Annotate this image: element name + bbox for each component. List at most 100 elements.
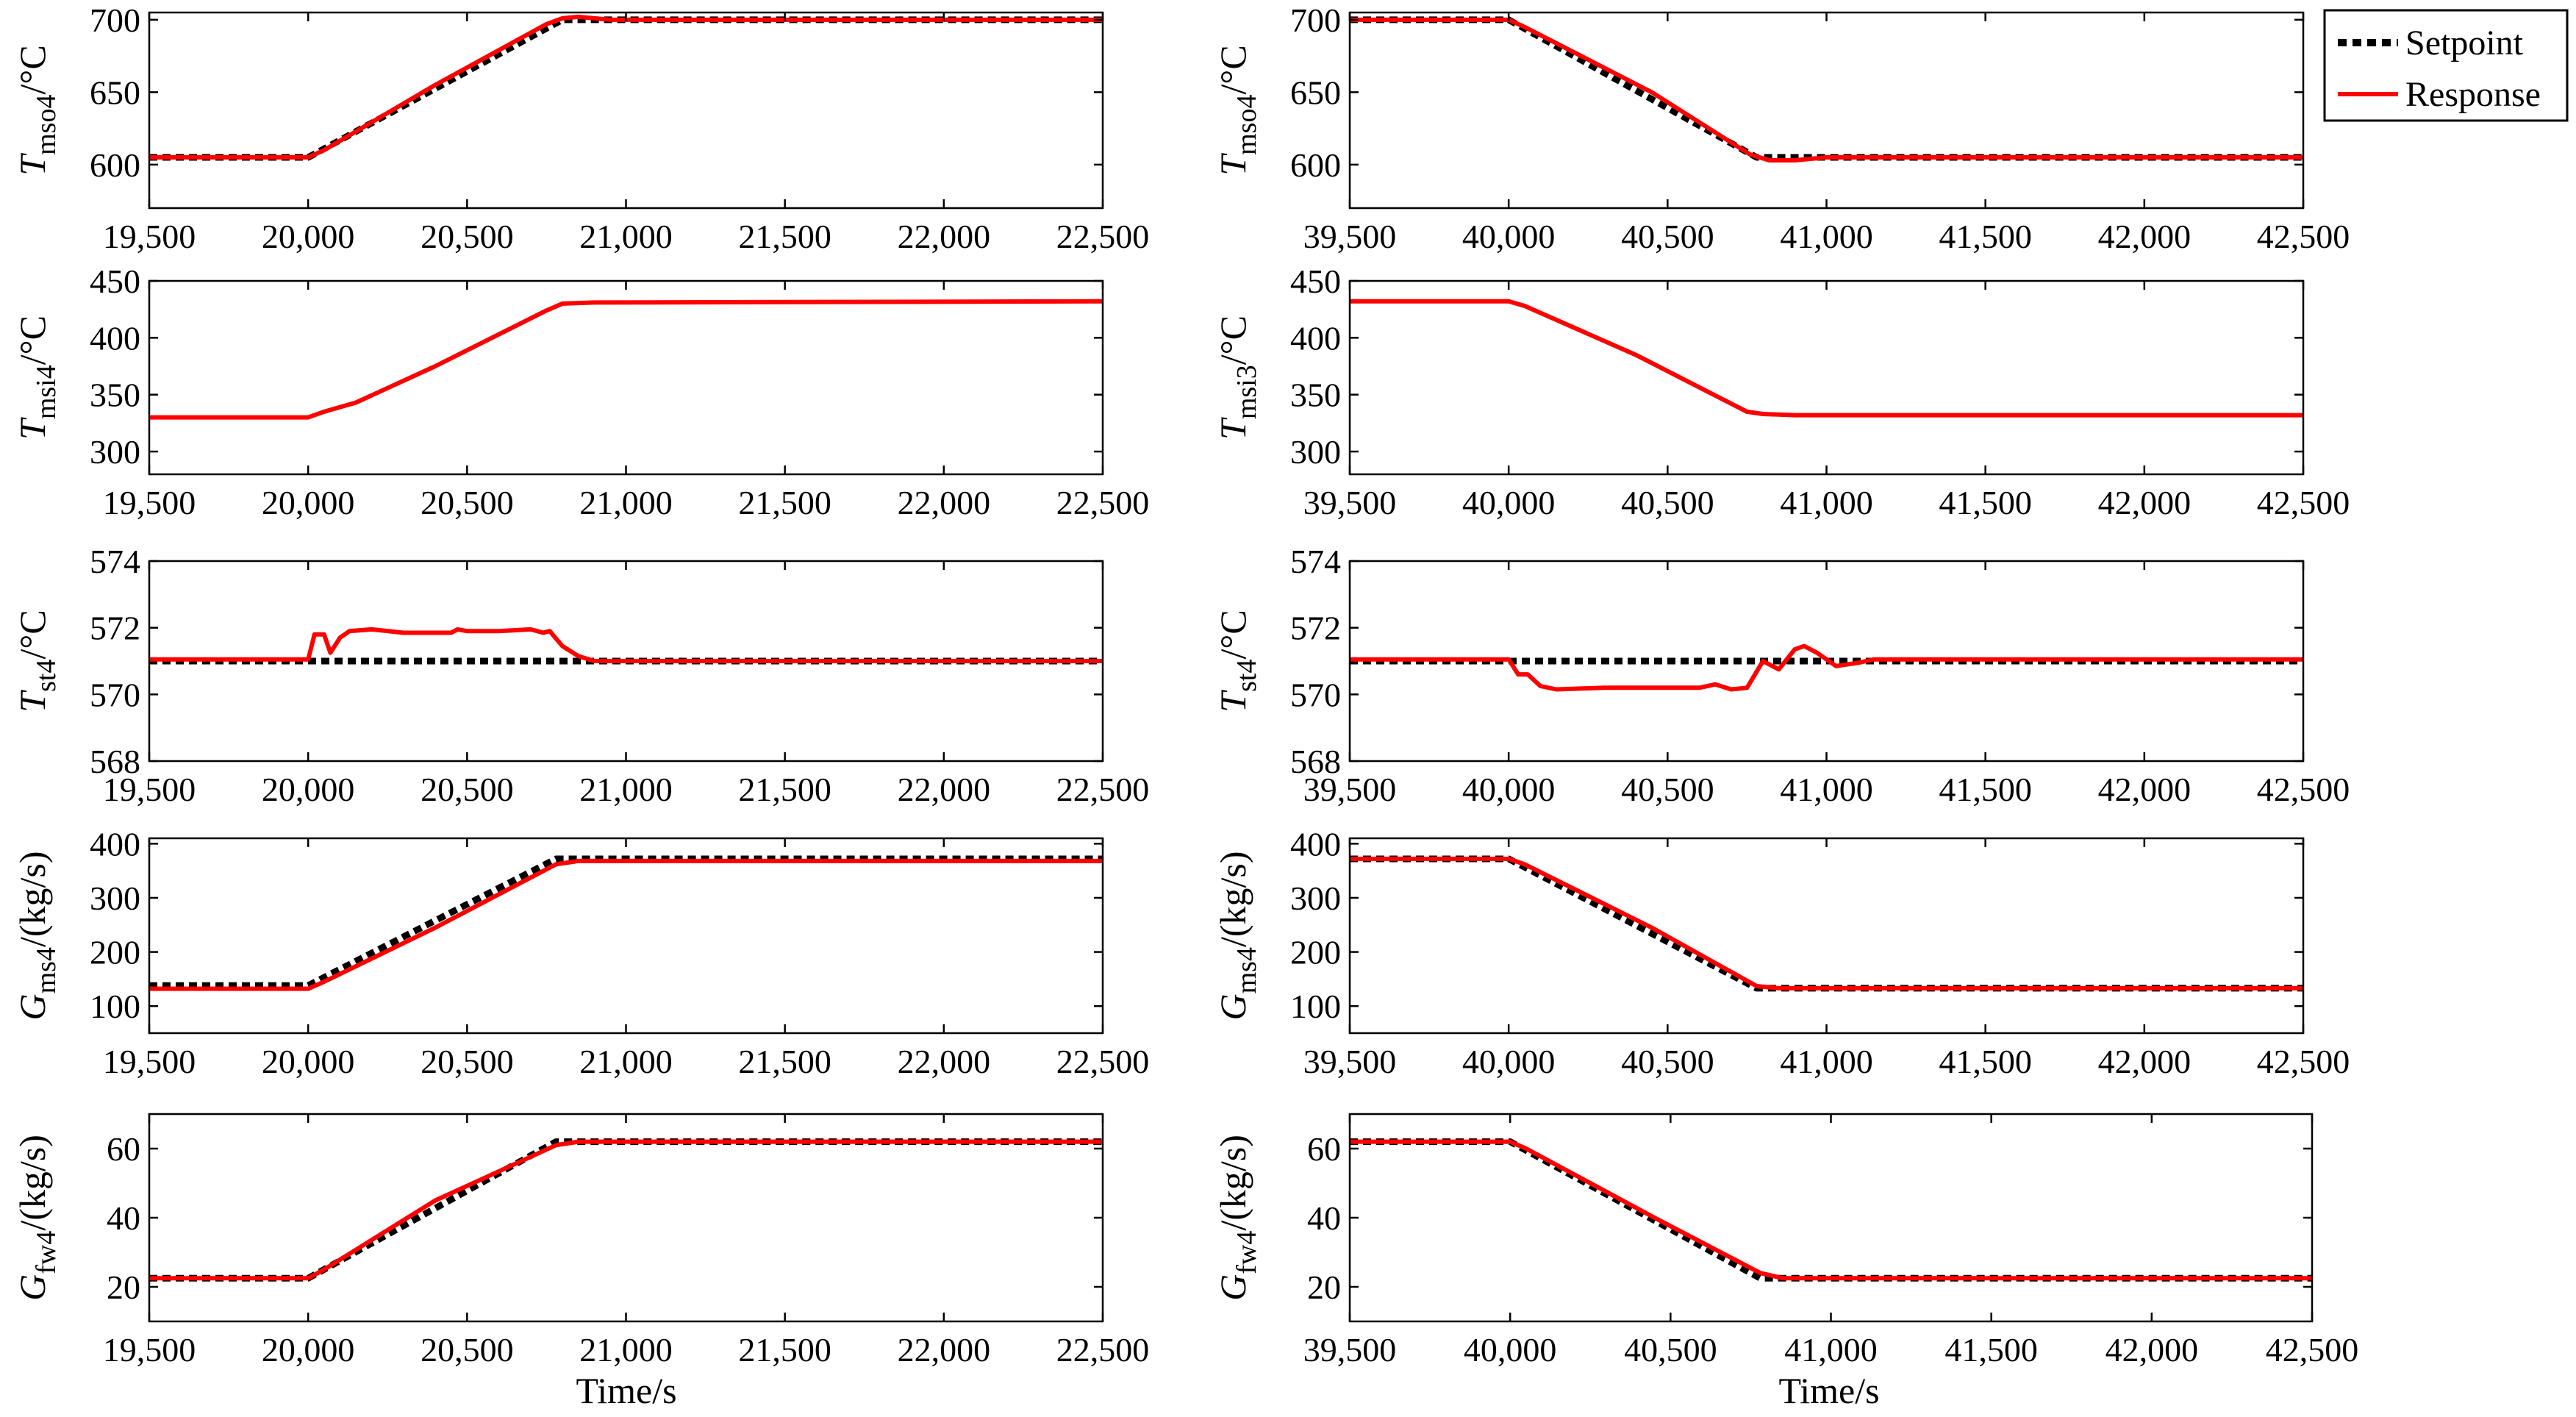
y-tick-label: 200 [90,934,140,971]
y-tick-label: 450 [90,263,140,300]
setpoint-line-gms4-up [149,855,1103,989]
panel-tst4-down: 39,500 40,000 40,500 41,000 41,500 42,000 42,5… [1212,543,2350,808]
x-tick-label: 20,500 [421,484,514,521]
x-tick-label: 20,500 [421,1331,514,1368]
y-tick-label: 570 [90,676,140,713]
y-tick-label: 574 [1290,543,1341,580]
x-tick-label: 21,000 [579,1043,673,1080]
y-tick-label: 700 [90,1,140,39]
panel-tmso4-up: 19,500 20,000 20,500 21,000 21,500 22,000 22,5… [12,1,1149,255]
y-tick-label: 572 [90,610,140,647]
axes-box-gms4-down [1348,837,2305,1035]
y-tick-label: 568 [90,743,140,780]
y-tick-label: 600 [90,146,140,184]
x-tick-label: 41,500 [1939,484,2032,521]
y-label-subscript: mso4 [1231,95,1262,155]
y-axis-label-tst4-up: Tst4/°C [12,610,62,712]
y-tick-label: 350 [1290,376,1341,414]
x-tick-label: 42,500 [2257,484,2350,521]
axes-box-tmso4-up [148,11,1104,210]
x-tick-label: 39,500 [1303,218,1397,255]
x-tick-label: 40,000 [1464,1331,1557,1368]
panel-tmsi3: 39,500 40,000 40,500 41,000 41,500 42,000 42,5… [1212,263,2350,521]
y-label-subscript: ms4 [1231,947,1262,993]
y-tick-label: 20 [1307,1268,1341,1306]
y-tick-label: 300 [90,879,140,917]
x-tick-label: 22,000 [898,218,991,255]
y-label-unit: /(kg/s) [1212,1135,1253,1231]
y-tick-label: 200 [1290,934,1341,971]
y-tick-label: 570 [1290,676,1341,713]
x-tick-label: 39,500 [1303,484,1397,521]
x-tick-label: 20,000 [262,1331,355,1368]
x-tick-label: 22,500 [1056,218,1150,255]
x-tick-label: 22,500 [1056,1331,1150,1368]
y-label-subscript: ms4 [31,947,62,993]
x-tick-label: 42,000 [2105,1331,2199,1368]
x-tick-label: 41,500 [1939,1043,2032,1080]
y-label-symbol: G [1212,1274,1253,1301]
x-tick-label: 21,500 [738,1331,831,1368]
x-tick-label: 40,000 [1462,484,1556,521]
y-tick-label: 572 [1290,610,1341,647]
axes-box-gfw4-down [1348,1113,2314,1323]
x-axis-label-left: Time/s [576,1370,676,1411]
x-tick-label: 40,500 [1621,218,1714,255]
x-tick-label: 19,500 [103,1331,196,1368]
x-axis-label-right: Time/s [1778,1370,1879,1411]
x-tick-label: 40,000 [1462,1043,1556,1080]
y-tick-label: 574 [90,543,140,580]
x-tick-label: 21,000 [579,218,673,255]
x-tick-label: 19,500 [103,1043,196,1080]
y-axis-label-tmsi4: Tmsi4/°C [12,315,62,440]
y-tick-label: 350 [90,376,140,414]
x-tick-label: 21,000 [579,771,673,808]
y-tick-label: 600 [1290,146,1341,184]
x-tick-label: 21,500 [738,1043,831,1080]
y-axis-label-gfw4-down: Gfw4/(kg/s) [1212,1135,1262,1301]
x-tick-label: 41,500 [1939,771,2032,808]
response-line-tmso4-down [1350,17,2303,163]
y-tick-label: 568 [1290,743,1341,780]
y-tick-label: 650 [90,74,140,111]
y-label-unit: /°C [1212,610,1253,659]
response-line-gfw4-up [149,1139,1103,1281]
x-tick-label: 22,000 [898,1331,991,1368]
x-tick-label: 22,500 [1056,484,1150,521]
response-line-tst4-up [149,627,1103,663]
y-label-symbol: T [1212,690,1253,713]
x-tick-label: 42,000 [2098,218,2192,255]
x-tick-label: 22,500 [1056,1043,1150,1080]
x-tick-label: 40,000 [1462,218,1556,255]
x-tick-label: 40,500 [1621,771,1714,808]
y-tick-label: 40 [1307,1199,1341,1237]
y-axis-label-tmso4-up: Tmso4/°C [12,45,62,175]
x-tick-label: 41,000 [1780,1043,1873,1080]
panel-tst4-up: 19,500 20,000 20,500 21,000 21,500 22,000 22,5… [12,543,1149,808]
x-tick-label: 40,500 [1624,1331,1717,1368]
y-label-subscript: fw4 [1231,1231,1262,1274]
x-tick-label: 42,500 [2257,771,2350,808]
setpoint-line-gfw4-down [1350,1138,2312,1282]
x-tick-label: 21,500 [738,484,831,521]
y-tick-label: 400 [90,825,140,863]
y-label-unit: /(kg/s) [12,1135,53,1231]
x-tick-label: 42,000 [2098,771,2192,808]
y-tick-label: 40 [107,1199,140,1237]
y-label-symbol: G [12,993,53,1020]
x-tick-label: 41,000 [1780,484,1873,521]
response-line-tmsi4 [149,299,1103,420]
axes-box-tmsi4 [148,279,1104,476]
y-label-unit: /°C [12,315,53,365]
y-label-symbol: G [1212,993,1253,1020]
y-axis-label-tst4-down: Tst4/°C [1212,610,1262,712]
setpoint-line-gms4-down [1350,855,2303,992]
axes-box-gms4-up [148,837,1104,1035]
x-tick-label: 20,500 [421,1043,514,1080]
y-label-symbol: T [1212,153,1253,176]
y-axis-label-tmso4-down: Tmso4/°C [1212,45,1262,175]
y-label-subscript: fw4 [31,1231,62,1274]
x-tick-label: 21,000 [579,484,673,521]
y-tick-label: 700 [1290,1,1341,39]
